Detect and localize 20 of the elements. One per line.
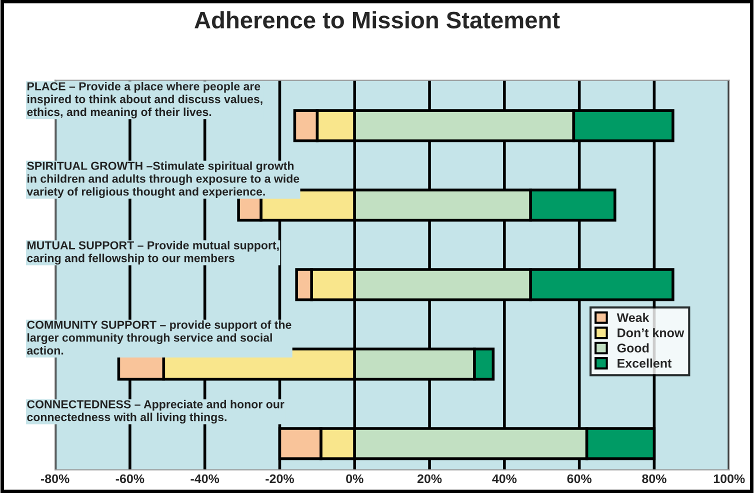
x-tick-label: 40% xyxy=(492,474,517,484)
x-tick-label: -60% xyxy=(116,474,144,484)
y-tick-label: PLACE – Provide a place where people are inspired to think about and discuss values, ethics, and meaning of their lives. xyxy=(27,82,262,118)
chart-title: Adherence to Mission Statement xyxy=(194,11,560,29)
x-tick-label: 0% xyxy=(346,474,364,484)
x-tick-label: 60% xyxy=(567,474,592,484)
y-tick-label: COMMUNITY SUPPORT – provide support of the larger community through service and social action. xyxy=(27,320,292,355)
legend-label: Good xyxy=(617,343,649,352)
x-tick-label: -40% xyxy=(190,474,220,484)
x-tick-label: 100% xyxy=(714,474,745,484)
y-tick-label: MUTUAL SUPPORT – Provide mutual support, caring and fellowship to our members xyxy=(27,240,279,265)
y-tick-label: CONNECTEDNESS – Appreciate and honor our connectedness with all living things. xyxy=(27,400,284,424)
legend-label: Weak xyxy=(616,312,650,322)
x-tick-label: 80% xyxy=(642,474,666,484)
x-tick-label: -80% xyxy=(40,474,70,484)
x-tick-label: 20% xyxy=(417,474,442,484)
x-tick-label: -20% xyxy=(266,474,294,484)
y-tick-label: SPIRITUAL GROWTH –Stimulate spiritual growth in children and adults through exposure to a wide variety of religious thought and experience. xyxy=(26,161,300,198)
legend-label: Don’t know xyxy=(618,328,684,338)
legend-label: Excellent xyxy=(618,358,672,368)
